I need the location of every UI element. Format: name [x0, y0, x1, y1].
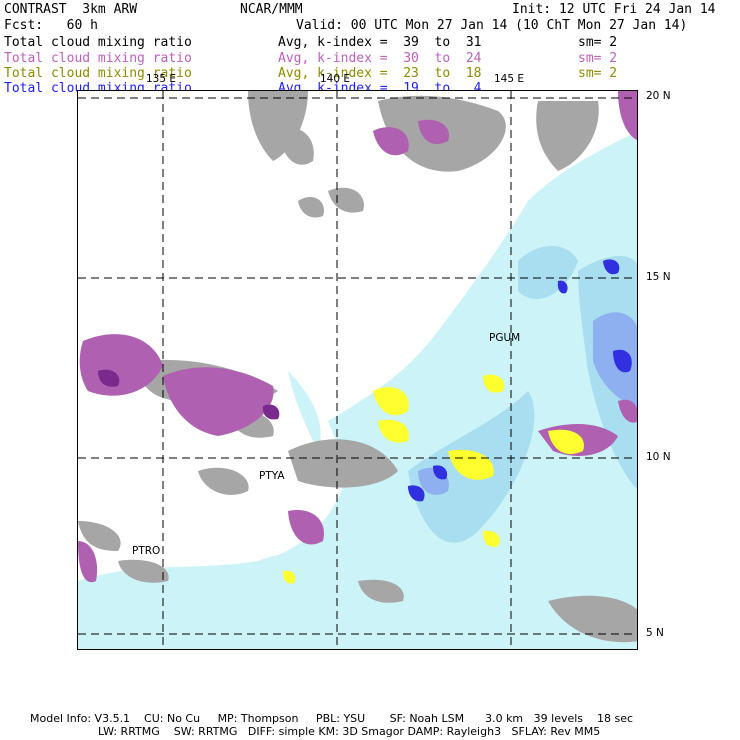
lat-label-15: 15 N [646, 271, 671, 283]
lat-label-20: 20 N [646, 90, 671, 102]
lat-label-5: 5 N [646, 627, 664, 639]
valid-time: Valid: 00 UTC Mon 27 Jan 14 (10 ChT Mon … [296, 18, 688, 33]
model-title: CONTRAST 3km ARW [4, 2, 138, 17]
station-ptro: PTRO [132, 545, 161, 557]
lon-label-140: 140 E [320, 73, 351, 85]
forecast-hour: Fcst: 60 h [4, 18, 98, 33]
lat-label-10: 10 N [646, 451, 671, 463]
low-cloud-layer [283, 374, 584, 584]
legend-range-2: Avg, k-index = 30 to 24 [278, 51, 482, 66]
model-info-line-2: LW: RRTMG SW: RRTMG DIFF: simple KM: 3D … [98, 725, 601, 738]
legend-field-2: Total cloud mixing ratio [4, 51, 192, 66]
forecast-map [77, 90, 638, 650]
lon-label-145: 145 E [494, 73, 525, 85]
legend-range-1: Avg, k-index = 39 to 31 [278, 35, 482, 50]
lat-lon-grid [78, 91, 637, 649]
shallow-cloud-layer [78, 131, 637, 649]
model-info-line-1: Model Info: V3.5.1 CU: No Cu MP: Thompso… [30, 712, 634, 725]
cloud-field-svg [78, 91, 637, 649]
lon-label-135: 135 E [146, 73, 177, 85]
deep-cloud-layer [408, 259, 632, 502]
legend-field-1: Total cloud mixing ratio [4, 35, 192, 50]
legend-sm-1: sm= 2 [578, 35, 618, 50]
legend-range-3: Avg, k-index = 23 to 18 [278, 66, 482, 81]
legend-sm-2: sm= 2 [578, 51, 618, 66]
mid-cloud-dense-layer [98, 369, 280, 420]
init-time: Init: 12 UTC Fri 24 Jan 14 [512, 2, 716, 17]
legend-sm-3: sm= 2 [578, 66, 618, 81]
org-title: NCAR/MMM [240, 2, 303, 17]
station-pgum: PGUM [489, 332, 521, 344]
legend-field-3: Total cloud mixing ratio [4, 66, 192, 81]
station-ptya: PTYA [259, 470, 285, 482]
